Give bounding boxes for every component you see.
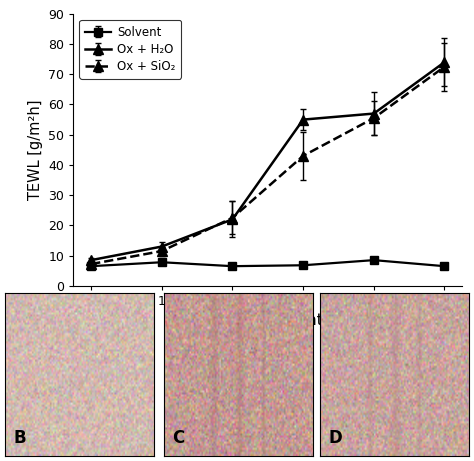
- Text: C: C: [173, 429, 185, 447]
- Text: B: B: [14, 429, 27, 447]
- Text: D: D: [329, 429, 343, 447]
- X-axis label: Day of treatment [d]: Day of treatment [d]: [185, 313, 351, 328]
- Legend: Solvent, Ox + H₂O, Ox + SiO₂: Solvent, Ox + H₂O, Ox + SiO₂: [79, 20, 182, 79]
- Text: A: A: [8, 302, 23, 321]
- Y-axis label: TEWL [g/m²h]: TEWL [g/m²h]: [28, 100, 43, 200]
